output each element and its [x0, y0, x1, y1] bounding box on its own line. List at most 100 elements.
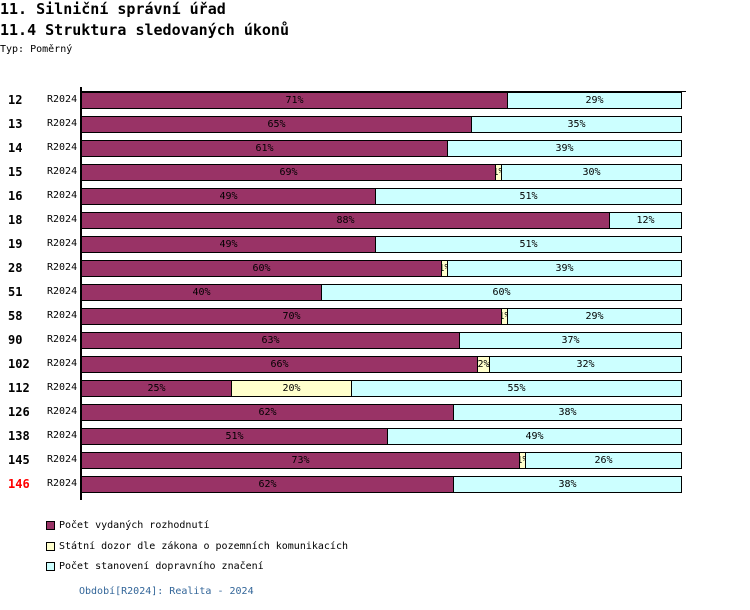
bar-value-label: 69% [279, 166, 298, 178]
legend-swatch [46, 562, 55, 571]
period-label: R2024 [47, 166, 78, 177]
bar-value-label: 61% [255, 142, 274, 154]
legend-swatch [46, 521, 55, 530]
period-footer: Období[R2024]: Realita - 2024 [79, 586, 254, 597]
period-label: R2024 [47, 310, 78, 321]
category-label: 15 [8, 165, 23, 179]
bar-value-label: 37% [561, 334, 580, 346]
category-label: 146 [8, 477, 30, 491]
legend-label: Počet vydaných rozhodnutí [59, 520, 210, 531]
period-label: R2024 [47, 454, 78, 465]
legend-label: Státní dozor dle zákona o pozemních komu… [59, 541, 348, 552]
bar-segment-series-0: 66% [81, 356, 478, 373]
bar-segment-series-2: 38% [453, 476, 682, 493]
bar-value-label: 29% [585, 310, 604, 322]
bar-segment-series-0: 71% [81, 92, 508, 109]
bar-value-label: 1% [442, 263, 447, 275]
period-label: R2024 [47, 406, 78, 417]
bar-segment-series-0: 63% [81, 332, 460, 349]
category-label: 145 [8, 453, 30, 467]
bar-segment-series-0: 65% [81, 116, 472, 133]
bar-value-label: 55% [507, 382, 526, 394]
category-label: 126 [8, 405, 30, 419]
bar-segment-series-2: 38% [453, 404, 682, 421]
bar-segment-series-2: 32% [489, 356, 682, 373]
bar-value-label: 51% [519, 238, 538, 250]
category-label: 90 [8, 333, 23, 347]
bar-segment-series-2: 12% [609, 212, 682, 229]
period-label: R2024 [47, 142, 78, 153]
bar-value-label: 1% [502, 311, 507, 323]
bar-segment-series-2: 26% [525, 452, 682, 469]
bar-value-label: 40% [192, 286, 211, 298]
bar-segment-series-0: 61% [81, 140, 448, 157]
bar-value-label: 1% [520, 455, 525, 467]
page-title: 11. Silniční správní úřad [0, 0, 226, 18]
bar-value-label: 35% [567, 118, 586, 130]
bar-segment-series-2: 55% [351, 380, 682, 397]
bar-segment-series-2: 29% [507, 308, 682, 325]
bar-segment-series-2: 37% [459, 332, 682, 349]
category-label: 14 [8, 141, 23, 155]
chart-subtitle: 11.4 Struktura sledovaných úkonů [0, 21, 289, 39]
bar-segment-series-0: 49% [81, 188, 376, 205]
category-label: 19 [8, 237, 23, 251]
bar-value-label: 65% [267, 118, 286, 130]
bar-value-label: 2% [477, 358, 490, 370]
bar-value-label: 26% [594, 454, 613, 466]
top-axis-line [80, 91, 686, 92]
bar-value-label: 38% [558, 406, 577, 418]
bar-value-label: 30% [582, 166, 601, 178]
bar-segment-series-2: 39% [447, 140, 682, 157]
chart-type-label: Typ: Poměrný [0, 44, 73, 55]
legend-swatch [46, 542, 55, 551]
bar-segment-series-1: 20% [231, 380, 352, 397]
bar-segment-series-2: 60% [321, 284, 682, 301]
bar-segment-series-0: 88% [81, 212, 610, 229]
bar-value-label: 49% [219, 190, 238, 202]
category-label: 12 [8, 93, 23, 107]
bar-segment-series-2: 29% [507, 92, 682, 109]
category-label: 51 [8, 285, 23, 299]
bar-value-label: 60% [492, 286, 511, 298]
category-label: 28 [8, 261, 23, 275]
category-label: 13 [8, 117, 23, 131]
bar-segment-series-0: 25% [81, 380, 232, 397]
bar-segment-series-0: 49% [81, 236, 376, 253]
category-label: 18 [8, 213, 23, 227]
bar-value-label: 66% [270, 358, 289, 370]
legend-label: Počet stanovení dopravního značení [59, 561, 264, 572]
bar-value-label: 32% [576, 358, 595, 370]
period-label: R2024 [47, 238, 78, 249]
bar-segment-series-0: 51% [81, 428, 388, 445]
category-label: 102 [8, 357, 30, 371]
period-label: R2024 [47, 382, 78, 393]
period-label: R2024 [47, 334, 78, 345]
category-label: 58 [8, 309, 23, 323]
bar-value-label: 71% [285, 94, 304, 106]
bar-segment-series-0: 62% [81, 476, 454, 493]
bar-value-label: 60% [252, 262, 271, 274]
category-label: 16 [8, 189, 23, 203]
bar-value-label: 49% [525, 430, 544, 442]
bar-value-label: 49% [219, 238, 238, 250]
bar-segment-series-2: 35% [471, 116, 682, 133]
period-label: R2024 [47, 118, 78, 129]
bar-value-label: 63% [261, 334, 280, 346]
period-label: R2024 [47, 430, 78, 441]
category-label: 112 [8, 381, 30, 395]
period-label: R2024 [47, 214, 78, 225]
bar-value-label: 29% [585, 94, 604, 106]
bar-segment-series-2: 51% [375, 188, 682, 205]
bar-segment-series-0: 40% [81, 284, 322, 301]
bar-value-label: 39% [555, 142, 574, 154]
period-label: R2024 [47, 286, 78, 297]
bar-segment-series-2: 49% [387, 428, 682, 445]
bar-value-label: 51% [519, 190, 538, 202]
bar-segment-series-0: 70% [81, 308, 502, 325]
category-label: 138 [8, 429, 30, 443]
bar-segment-series-0: 73% [81, 452, 520, 469]
bar-value-label: 20% [282, 382, 301, 394]
bar-segment-series-0: 62% [81, 404, 454, 421]
bar-value-label: 25% [147, 382, 166, 394]
